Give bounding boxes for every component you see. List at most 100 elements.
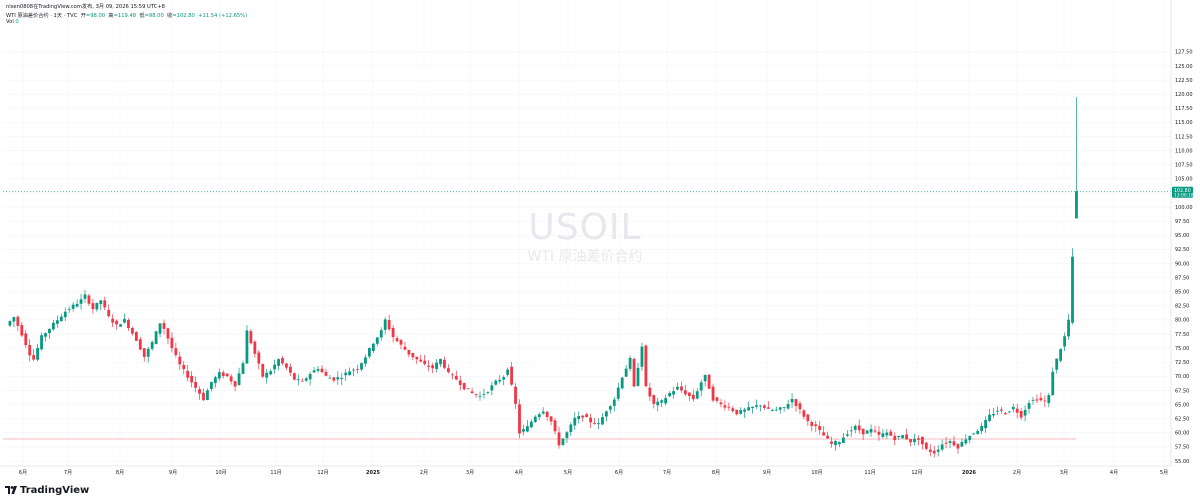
candle-body [344, 372, 348, 376]
candle [229, 373, 233, 385]
candle-body [44, 333, 47, 337]
candle-body [40, 335, 43, 350]
candle [383, 317, 387, 335]
candle [680, 381, 683, 394]
candle-body [703, 374, 707, 382]
candle [269, 369, 273, 376]
candle-body [198, 389, 201, 394]
candle [474, 393, 478, 398]
candle-body [1059, 349, 1063, 361]
candle-body [980, 425, 984, 432]
candle [419, 354, 423, 363]
y-tick-label: 127.50 [1175, 50, 1193, 56]
candle [968, 435, 972, 444]
candle-body [364, 357, 367, 364]
candle [202, 388, 205, 402]
candle-body [522, 429, 525, 432]
candle-body [478, 395, 482, 397]
candle [79, 293, 83, 310]
candle-body [324, 371, 328, 376]
candle-body [601, 417, 604, 425]
candle-body [134, 332, 138, 341]
candle [249, 328, 253, 345]
candle-body [869, 429, 873, 433]
candle-body [589, 417, 592, 423]
candle [99, 299, 103, 311]
candle [865, 429, 869, 434]
candle-body [873, 430, 877, 432]
candle-body [474, 394, 478, 395]
candle [1023, 405, 1027, 422]
candle-body [435, 362, 438, 370]
candle [411, 352, 415, 361]
x-tick-label: 2025 [366, 470, 380, 476]
candle-body [383, 319, 387, 330]
candle-body [921, 436, 924, 445]
last-price-value: 102.80 [1174, 188, 1191, 194]
candle [44, 332, 47, 342]
candle [52, 319, 55, 331]
candle [36, 343, 39, 362]
candle-body [127, 319, 130, 329]
brand-name[interactable]: TradingView [20, 485, 90, 496]
candle [217, 368, 221, 381]
candle-body [202, 392, 205, 401]
candle-body [992, 413, 995, 416]
candle [213, 375, 217, 388]
candle [154, 330, 158, 345]
candle [237, 367, 241, 386]
candle [399, 338, 403, 350]
candle [589, 413, 592, 428]
candle-body [123, 318, 126, 323]
candle-body [755, 405, 758, 407]
candle [16, 315, 20, 331]
watermark-ticker: USOIL [528, 207, 642, 248]
candle-body [486, 392, 490, 393]
candle [853, 424, 857, 434]
candle [755, 399, 758, 409]
close-label: 收 [167, 13, 173, 19]
y-tick-label: 82.50 [1175, 304, 1189, 310]
candle [802, 408, 806, 420]
candle [123, 313, 126, 324]
candle [885, 429, 889, 439]
candle [731, 405, 735, 413]
candle [628, 355, 632, 372]
attribution-text: nlsen0808在TradingView.com发布, 3月 09, 2026… [6, 4, 165, 10]
candle [660, 399, 664, 408]
candle-body [537, 414, 541, 418]
x-tick-label: 11月 [270, 470, 281, 476]
candle [486, 391, 490, 395]
candle-body [533, 416, 537, 422]
candle-body [411, 353, 415, 358]
symbol-line[interactable]: WTI 原油差价合约 · 1天 · TVC [6, 13, 78, 19]
vol-label: Vol [6, 19, 14, 25]
candle [526, 420, 529, 433]
candle-body [830, 441, 833, 444]
candle-body [498, 379, 502, 382]
candle-body [1043, 400, 1047, 402]
candle-body [549, 416, 553, 422]
candle [292, 372, 296, 381]
candle-body [774, 409, 778, 411]
candles[interactable] [8, 97, 1078, 458]
candle-body [67, 309, 71, 311]
x-tick-label: 5月 [1160, 470, 1168, 476]
candle-body [91, 303, 95, 310]
candle [320, 365, 324, 374]
candle [91, 298, 95, 314]
candle [699, 379, 703, 397]
candle-body [131, 327, 134, 334]
candle-body [253, 341, 257, 354]
candle-body [375, 337, 379, 344]
candle-body [352, 369, 355, 371]
y-tick-label: 87.50 [1175, 275, 1189, 281]
y-tick-label: 57.50 [1175, 445, 1189, 451]
candle-body [174, 348, 178, 356]
candle [656, 397, 660, 412]
candle-body [371, 343, 375, 351]
candle-body [1011, 406, 1015, 410]
candle [470, 387, 474, 394]
candle-body [1031, 399, 1035, 401]
